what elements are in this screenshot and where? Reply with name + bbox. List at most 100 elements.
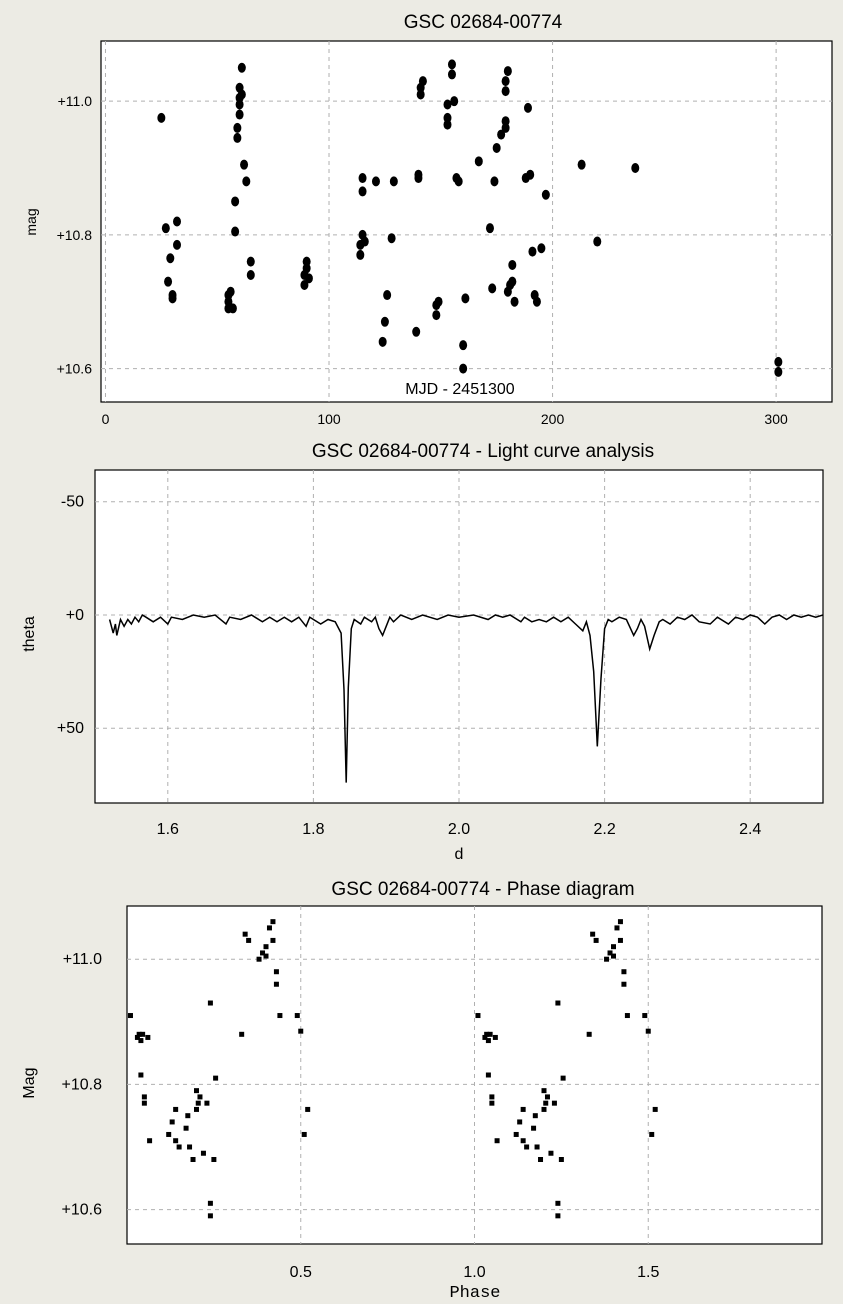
data-point	[233, 122, 242, 133]
data-point	[541, 1088, 547, 1094]
data-point	[482, 1034, 488, 1040]
data-point	[621, 969, 627, 975]
data-point	[207, 1200, 213, 1206]
data-point	[136, 1031, 142, 1037]
data-point	[447, 69, 456, 80]
data-point	[246, 269, 255, 280]
data-point	[263, 944, 269, 950]
y-tick-label: +10.6	[57, 361, 93, 377]
data-points	[127, 919, 658, 1219]
data-point	[443, 99, 452, 110]
data-point	[138, 1072, 144, 1078]
data-point	[485, 1072, 491, 1078]
y-tick-label: +10.6	[62, 1202, 103, 1219]
data-point	[187, 1144, 193, 1150]
x-axis-ticks: 1.6 1.8 2.0 2.2 2.4	[157, 821, 762, 838]
data-point	[300, 280, 309, 291]
data-point	[488, 283, 497, 294]
data-point	[538, 1157, 544, 1162]
data-point	[537, 243, 546, 254]
data-point	[524, 1144, 530, 1150]
data-point	[607, 950, 613, 956]
data-point	[141, 1094, 147, 1100]
x-tick-label: 2.2	[593, 821, 615, 838]
data-point	[617, 937, 623, 943]
data-point	[558, 1157, 564, 1162]
data-point	[459, 363, 468, 374]
data-point	[166, 1131, 172, 1137]
data-point	[513, 1131, 519, 1137]
data-point	[235, 109, 244, 120]
data-point	[147, 1138, 153, 1144]
y-axis-ticks: +10.6 +10.8 +11.0	[62, 951, 103, 1218]
data-point	[256, 956, 262, 962]
data-point	[520, 1138, 526, 1144]
x-tick-label: 300	[764, 411, 788, 427]
data-point	[237, 89, 246, 100]
data-point	[298, 1028, 304, 1034]
data-point	[380, 316, 389, 327]
data-point	[166, 253, 175, 264]
chart-title: GSC 02684-00774 - Phase diagram	[331, 879, 634, 900]
data-point	[520, 1106, 526, 1112]
y-axis-label: Mag	[21, 1067, 38, 1098]
data-point	[593, 937, 599, 943]
data-point	[356, 249, 365, 260]
data-point	[173, 239, 182, 250]
data-point	[590, 931, 596, 937]
data-point	[501, 76, 510, 87]
phase-diagram-panel: GSC 02684-00774 - Phase diagram +10.6+10…	[21, 879, 823, 1303]
data-point	[489, 1094, 495, 1100]
chart-title: GSC 02684-00774 - Light curve analysis	[312, 441, 654, 462]
plot-area	[94, 469, 824, 804]
data-point	[447, 59, 456, 70]
data-point	[263, 953, 269, 959]
data-point	[489, 1100, 495, 1106]
data-point	[246, 256, 255, 267]
data-point	[161, 223, 170, 234]
x-tick-label: 200	[541, 411, 565, 427]
x-tick-label: 2.0	[448, 821, 470, 838]
data-line	[108, 613, 823, 783]
y-tick-label: +10.8	[57, 227, 93, 243]
data-point	[534, 1144, 540, 1150]
data-point	[231, 196, 240, 207]
data-point	[621, 981, 627, 987]
data-point	[649, 1131, 655, 1137]
data-point	[774, 366, 783, 377]
data-point	[200, 1150, 206, 1156]
data-point	[270, 937, 276, 943]
data-point	[270, 919, 276, 925]
data-point	[266, 925, 272, 931]
data-point	[611, 953, 616, 959]
data-point	[532, 1113, 538, 1119]
data-point	[418, 76, 427, 87]
data-point	[383, 290, 392, 301]
data-point	[389, 176, 398, 187]
data-point	[195, 1100, 201, 1106]
data-point	[273, 969, 279, 975]
x-axis-label: MJD - 2451300	[405, 381, 514, 398]
data-point	[459, 340, 468, 351]
data-point	[173, 1106, 179, 1112]
data-point	[197, 1094, 203, 1100]
data-point	[173, 216, 182, 227]
data-point	[213, 1075, 219, 1081]
data-point	[228, 303, 237, 314]
x-axis-label: Phase	[449, 1284, 500, 1303]
data-point	[164, 276, 173, 287]
data-point	[484, 1031, 490, 1037]
data-points	[157, 59, 783, 377]
data-point	[503, 66, 512, 77]
data-point	[304, 273, 313, 284]
data-point	[450, 96, 459, 107]
data-point	[475, 1013, 481, 1019]
data-point	[604, 956, 610, 962]
x-tick-label: 2.4	[739, 821, 761, 838]
data-point	[614, 925, 620, 931]
data-point	[490, 176, 499, 187]
data-point	[526, 169, 535, 180]
data-point	[237, 62, 246, 73]
x-axis-ticks: 0 100 200 300	[102, 411, 788, 427]
data-point	[194, 1106, 199, 1112]
